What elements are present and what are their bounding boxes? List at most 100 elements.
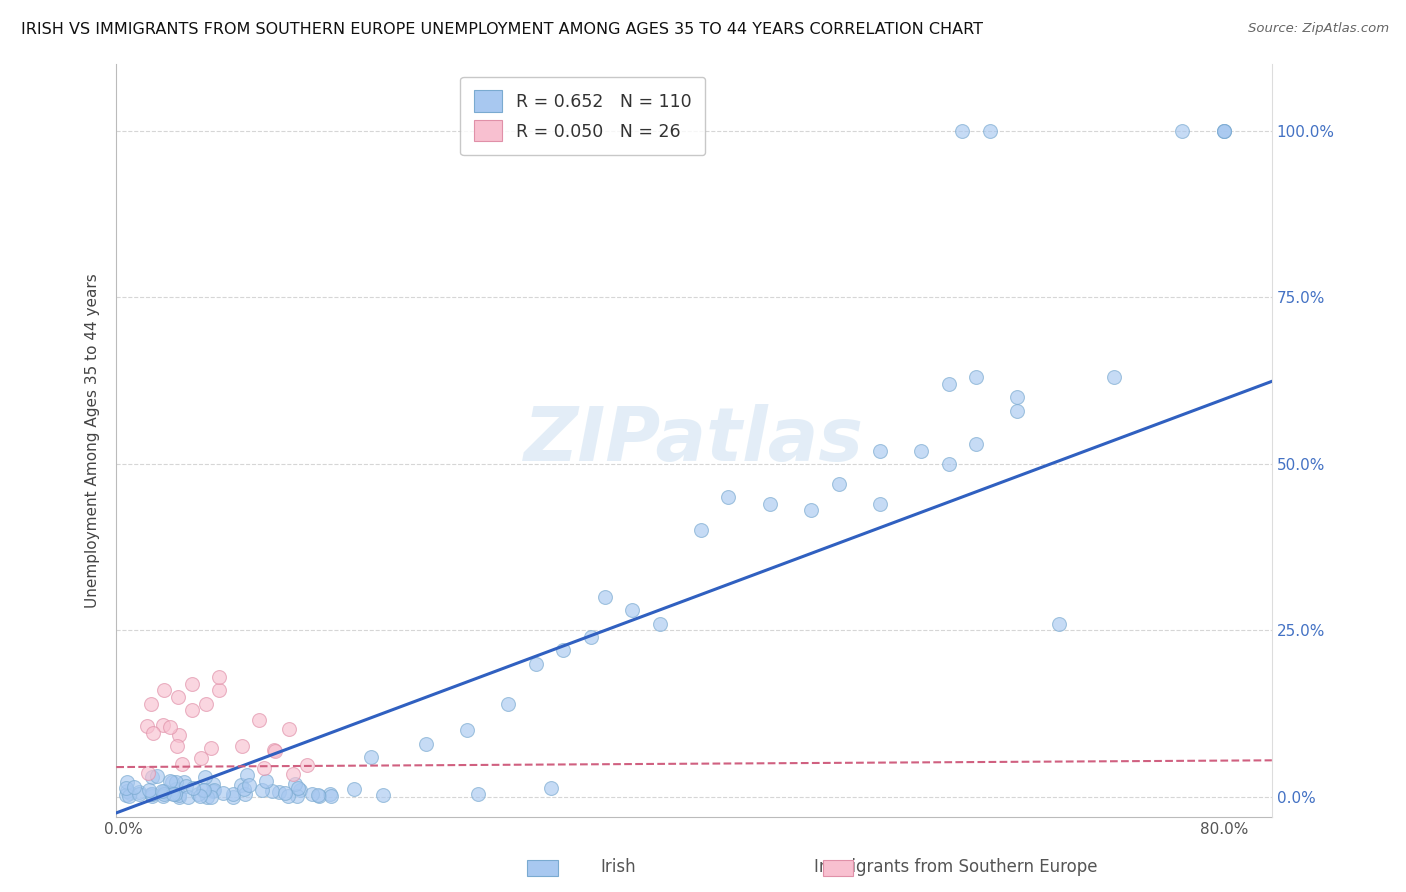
Point [202,784,225,798]
Point [169,728,191,742]
Point [827,476,849,491]
Point [1171,124,1194,138]
Point [141,789,163,803]
Point [128,787,150,801]
Point [263,743,285,757]
Point [153,785,176,799]
Point [173,775,195,789]
Point [307,788,329,802]
Point [1102,370,1125,384]
Point [415,737,437,751]
Legend: R = 0.652   N = 110, R = 0.050   N = 26: R = 0.652 N = 110, R = 0.050 N = 26 [460,77,706,155]
Point [965,437,987,451]
Point [235,768,257,782]
Point [238,778,260,792]
Point [167,788,190,802]
Point [965,370,987,384]
Point [139,697,162,711]
Point [150,784,173,798]
Point [128,785,150,799]
Point [208,670,231,684]
Point [950,124,973,138]
Point [200,789,222,804]
Point [194,697,217,711]
Point [869,497,891,511]
Point [233,787,256,801]
Point [153,683,176,698]
Point [181,780,204,795]
Point [277,789,299,803]
Point [122,780,145,795]
Point [301,787,323,801]
Point [247,713,270,727]
Text: Immigrants from Southern Europe: Immigrants from Southern Europe [814,858,1098,876]
Point [222,787,245,801]
Point [139,787,162,801]
Point [260,784,283,798]
Point [938,457,960,471]
Point [208,683,231,698]
Y-axis label: Unemployment Among Ages 35 to 44 years: Unemployment Among Ages 35 to 44 years [86,273,100,608]
Point [160,775,183,789]
Point [115,775,138,789]
Point [115,788,138,802]
Point [1212,124,1234,138]
Point [136,719,159,733]
Point [498,697,520,711]
Point [202,777,225,791]
Point [169,789,191,804]
Text: IRISH VS IMMIGRANTS FROM SOUTHERN EUROPE UNEMPLOYMENT AMONG AGES 35 TO 44 YEARS : IRISH VS IMMIGRANTS FROM SOUTHERN EUROPE… [21,22,983,37]
Point [343,782,366,797]
Point [717,490,740,504]
Point [758,497,780,511]
Point [159,773,181,788]
Point [690,524,713,538]
Point [170,756,193,771]
Point [166,739,188,753]
Point [869,443,891,458]
Point [648,616,671,631]
Point [176,789,198,804]
Point [910,443,932,458]
Point [193,782,215,797]
Point [360,750,382,764]
Point [579,630,602,644]
Point [254,773,277,788]
Point [212,786,235,800]
Point [456,723,478,738]
Point [138,766,160,780]
Point [290,783,312,797]
Point [174,779,197,793]
Point [190,751,212,765]
Point [252,782,274,797]
Point [152,789,174,804]
Point [938,376,960,391]
Point [553,643,575,657]
Point [115,784,138,798]
Point [165,782,187,797]
Point [191,783,214,797]
Point [297,758,319,772]
Text: ZIPatlas: ZIPatlas [524,404,865,477]
Point [195,789,218,804]
Point [142,726,165,740]
Point [467,787,489,801]
Point [319,789,342,803]
Point [159,720,181,734]
Point [593,590,616,604]
Point [167,690,190,704]
Point [800,503,823,517]
Point [281,767,304,781]
Point [540,781,562,796]
Point [118,789,141,804]
Point [287,781,309,796]
Point [373,789,395,803]
Point [253,761,276,775]
Point [308,789,330,803]
Point [319,787,342,801]
Point [165,787,187,801]
Point [152,718,174,732]
Point [160,786,183,800]
Point [277,723,299,737]
Point [287,789,309,803]
